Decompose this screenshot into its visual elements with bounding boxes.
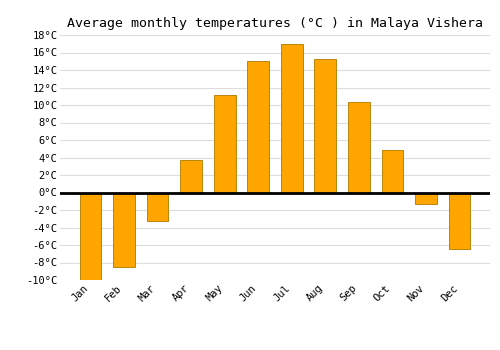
Bar bbox=[281, 44, 302, 193]
Bar bbox=[415, 193, 437, 204]
Bar bbox=[314, 58, 336, 192]
Bar bbox=[382, 150, 404, 192]
Title: Average monthly temperatures (°C ) in Malaya Vishera: Average monthly temperatures (°C ) in Ma… bbox=[67, 17, 483, 30]
Bar bbox=[180, 160, 202, 193]
Bar bbox=[113, 193, 135, 267]
Bar bbox=[80, 193, 102, 280]
Bar bbox=[214, 94, 236, 192]
Bar bbox=[146, 193, 169, 220]
Bar bbox=[448, 193, 470, 249]
Bar bbox=[348, 102, 370, 193]
Bar bbox=[248, 61, 269, 193]
